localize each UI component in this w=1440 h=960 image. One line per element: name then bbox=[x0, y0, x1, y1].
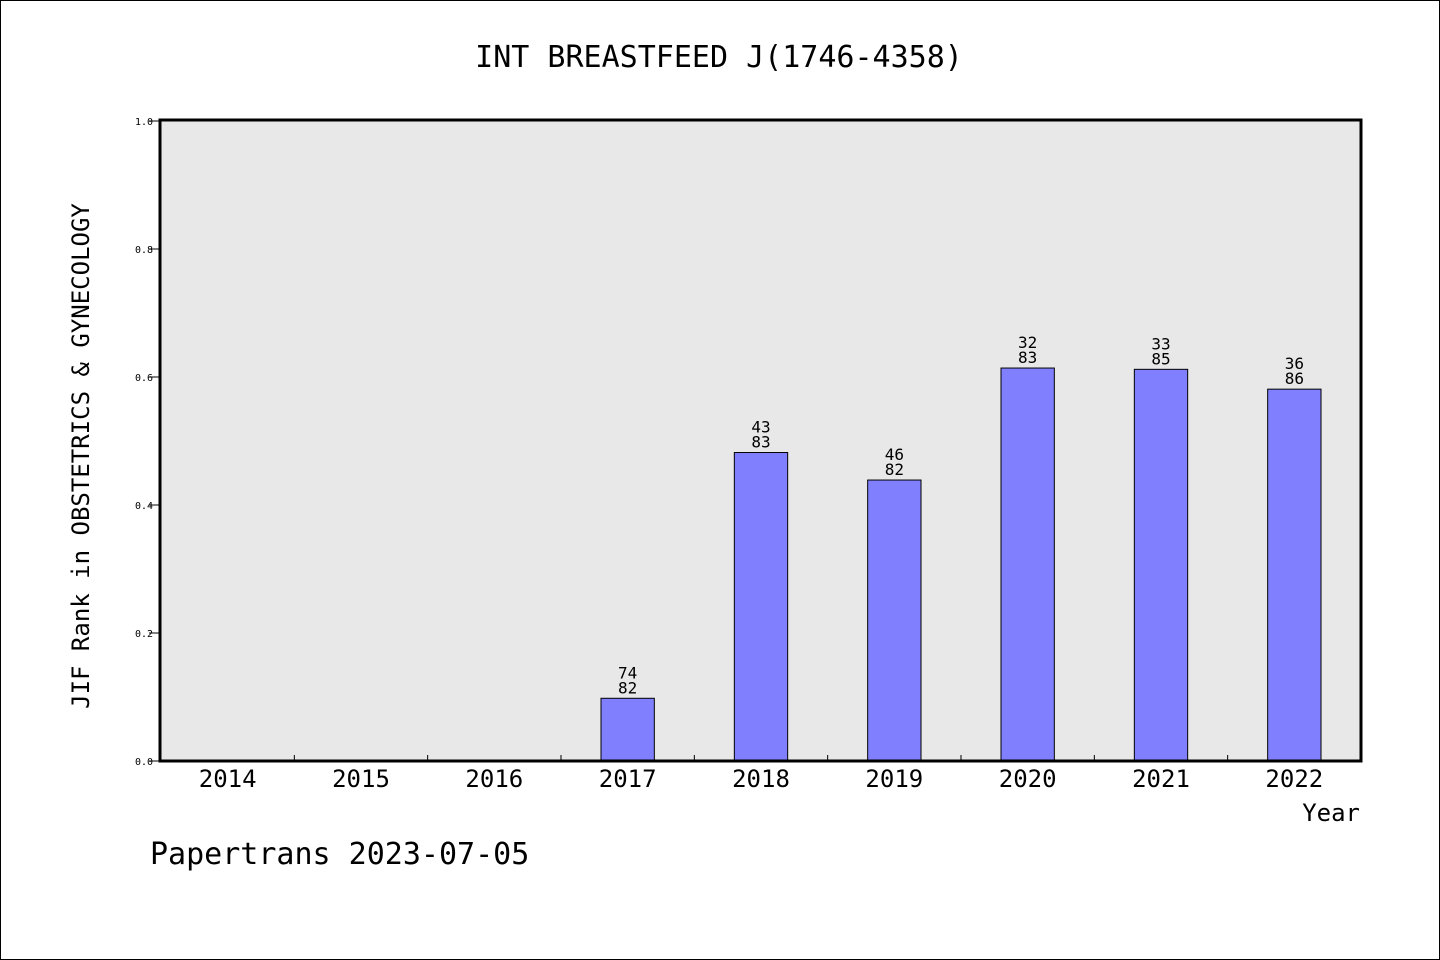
y-tick-label: 0.8 bbox=[135, 245, 153, 256]
x-tick-label: 2015 bbox=[332, 765, 390, 793]
bar-total-label: 85 bbox=[1151, 349, 1170, 368]
x-axis: 2014 2015 2016 2017 2018 2019 2020 2021 2022 bbox=[199, 755, 1323, 793]
x-tick-label: 2016 bbox=[465, 765, 523, 793]
bar-total-label: 83 bbox=[751, 433, 770, 452]
bar-2017 bbox=[600, 697, 655, 762]
chart-title: INT BREASTFEED J(1746-4358) bbox=[475, 40, 963, 75]
bar-rank-label: 74 bbox=[618, 663, 637, 682]
plot-frame bbox=[158, 118, 1363, 763]
y-axis-label: JIF Rank in OBSTETRICS & GYNECOLOGY bbox=[67, 203, 95, 709]
bar-2019 bbox=[867, 479, 922, 762]
bar-2022 bbox=[1267, 388, 1322, 762]
x-tick-label: 2019 bbox=[865, 765, 923, 793]
y-tick-label: 0.4 bbox=[135, 501, 153, 512]
bar-rank-label: 36 bbox=[1285, 354, 1304, 373]
bar-total-label: 82 bbox=[885, 460, 904, 479]
y-tick-label: 1.0 bbox=[135, 117, 153, 128]
bar-rank-label: 33 bbox=[1151, 334, 1170, 353]
bar-series bbox=[600, 367, 1322, 762]
y-tick-label: 0.6 bbox=[135, 373, 153, 384]
bar-2018 bbox=[733, 452, 789, 762]
x-tick-label: 2021 bbox=[1132, 765, 1190, 793]
x-tick-label: 2014 bbox=[199, 765, 257, 793]
footer-text: Papertrans 2023-07-05 bbox=[150, 837, 529, 872]
x-tick-label: 2022 bbox=[1265, 765, 1323, 793]
x-tick-label: 2018 bbox=[732, 765, 790, 793]
bar-2020 bbox=[1000, 367, 1055, 762]
bar-2021 bbox=[1133, 368, 1189, 762]
bar-rank-label: 32 bbox=[1018, 333, 1037, 352]
bar-rank-label: 43 bbox=[751, 418, 770, 437]
x-tick-label: 2020 bbox=[999, 765, 1057, 793]
bar-rank-label: 46 bbox=[885, 445, 904, 464]
x-axis-label: Year bbox=[1302, 799, 1360, 827]
bar-total-label: 86 bbox=[1285, 369, 1304, 388]
y-tick-label: 0.0 bbox=[135, 757, 153, 768]
y-axis: 0.0 0.2 0.4 0.6 0.8 1.0 bbox=[135, 117, 161, 768]
x-tick-label: 2017 bbox=[599, 765, 657, 793]
y-tick-label: 0.2 bbox=[135, 629, 153, 640]
bar-total-label: 82 bbox=[618, 678, 637, 697]
bar-total-label: 83 bbox=[1018, 348, 1037, 367]
